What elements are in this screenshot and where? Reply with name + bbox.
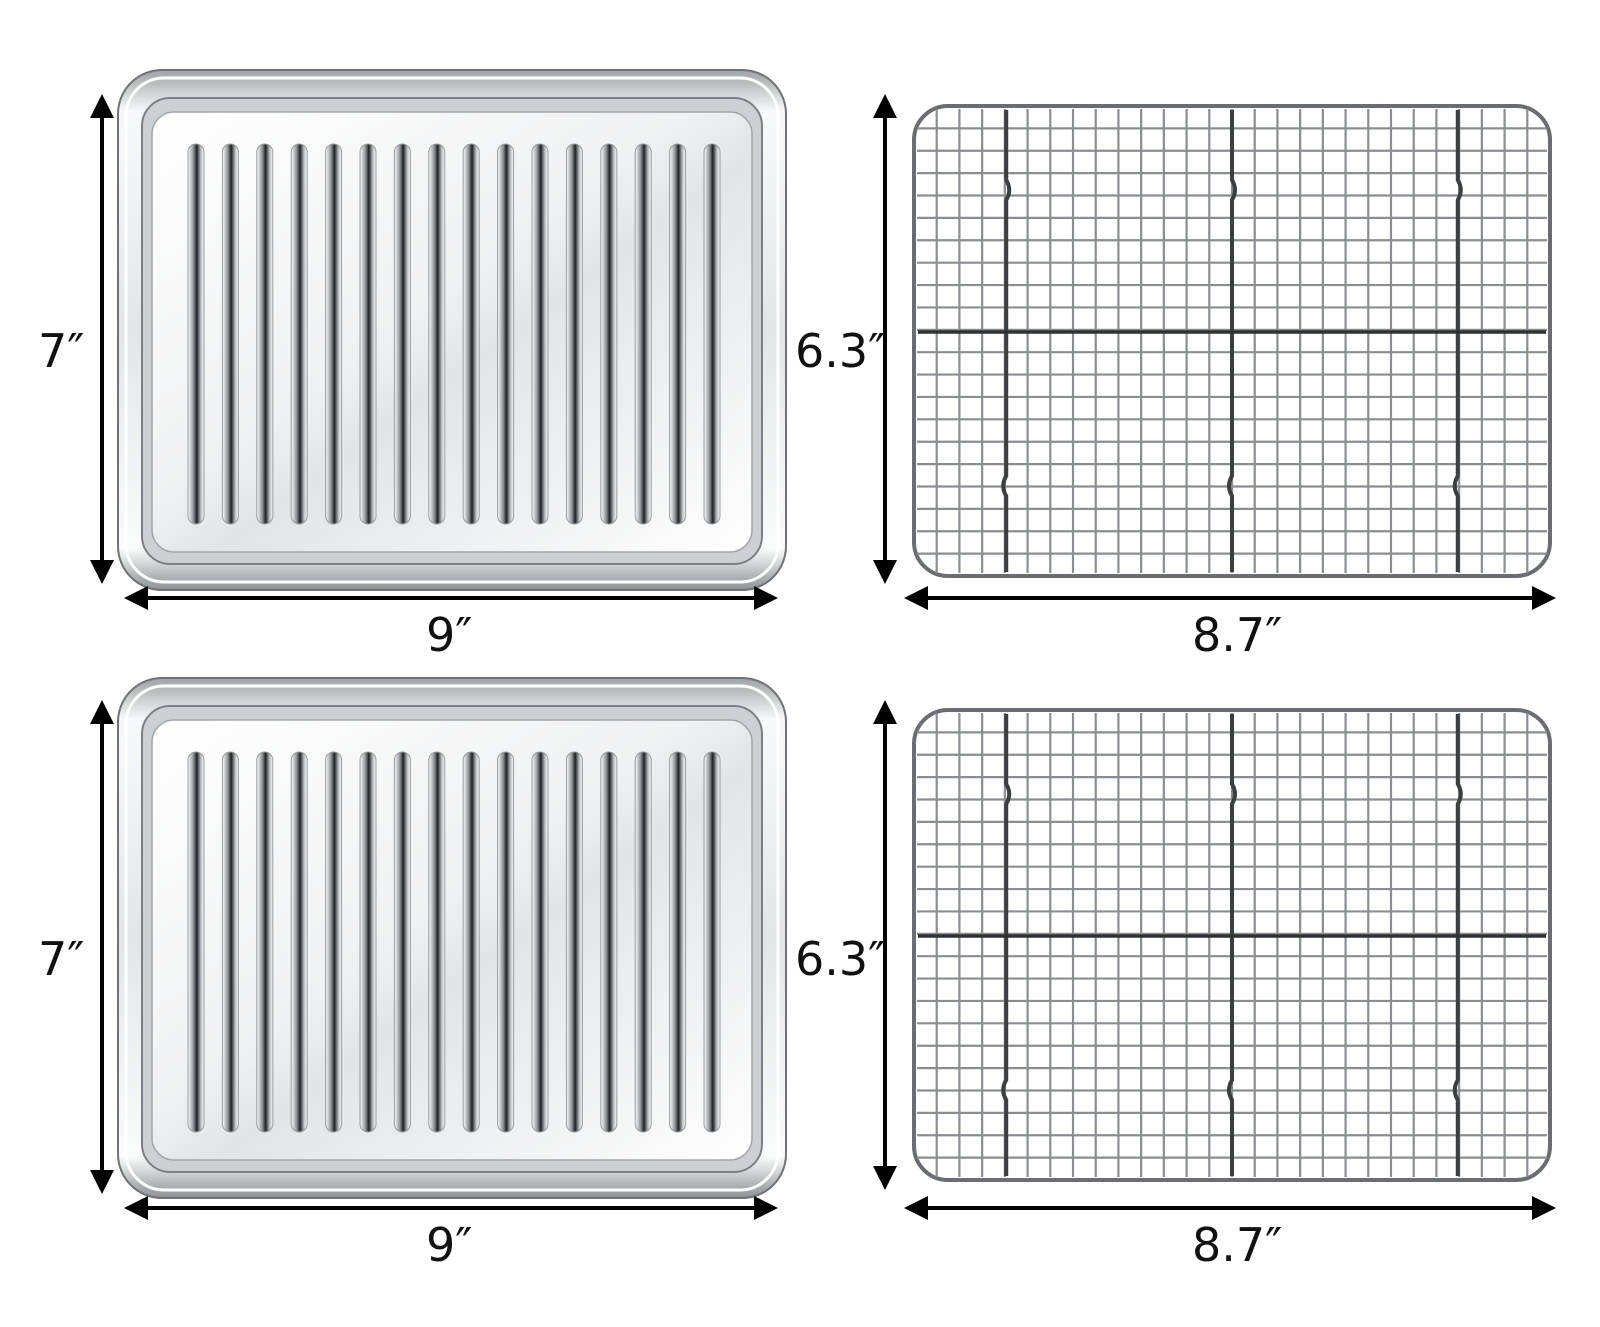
cooling-rack	[912, 708, 1552, 1182]
tray-groove	[462, 143, 480, 525]
tray-groove	[669, 143, 687, 525]
tray-groove	[428, 751, 446, 1133]
width-dimension-arrow	[904, 1196, 1556, 1220]
rack-width-label: 8.7″	[1192, 608, 1283, 662]
tray-height-label: 7″	[38, 324, 85, 378]
arrow-head-left	[904, 1196, 928, 1220]
tray-groove	[290, 751, 308, 1133]
arrow-head-left	[124, 586, 148, 610]
tray-groove	[290, 143, 308, 525]
arrow-head-up	[90, 700, 114, 724]
tray-groove	[428, 143, 446, 525]
rack-support-bar	[1227, 714, 1237, 1176]
arrow-head-right	[1532, 1196, 1556, 1220]
rack-height-label: 6.3″	[795, 932, 886, 986]
rack-support-bar	[1001, 110, 1012, 572]
arrow-head-right	[754, 586, 778, 610]
tray-groove	[325, 143, 343, 525]
tray-groove	[497, 143, 515, 525]
width-dimension-arrow	[124, 586, 778, 610]
tray-groove	[634, 143, 652, 525]
tray-groove	[359, 751, 377, 1133]
arrow-head-right	[1532, 586, 1556, 610]
tray-floor	[151, 111, 753, 553]
tray-groove	[187, 143, 205, 525]
height-dimension-arrow	[90, 700, 114, 1194]
arrow-head-down	[873, 1166, 897, 1190]
arrow-head-left	[124, 1196, 148, 1220]
arrow-head-down	[90, 560, 114, 584]
height-dimension-arrow	[90, 94, 114, 584]
cooling-rack	[912, 104, 1552, 578]
tray-groove	[393, 751, 411, 1133]
tray-rim-highlight	[124, 684, 780, 1192]
tray-groove	[256, 751, 274, 1133]
rack-support-bar	[1227, 110, 1237, 572]
arrow-head-up	[90, 94, 114, 118]
tray-groove	[703, 143, 721, 525]
tray-groove	[531, 143, 549, 525]
tray-groove	[221, 143, 239, 525]
tray-width-label: 9″	[426, 1218, 473, 1272]
rack-support-bar	[1452, 110, 1463, 572]
tray-rim-highlight	[124, 76, 780, 584]
tray-groove	[187, 751, 205, 1133]
tray-height-label: 7″	[38, 932, 85, 986]
tray-groove	[325, 751, 343, 1133]
tray-groove	[497, 751, 515, 1133]
arrow-head-up	[873, 94, 897, 118]
tray-groove	[565, 143, 583, 525]
tray-groove	[565, 751, 583, 1133]
rack-support-bar	[1452, 714, 1463, 1176]
baking-tray	[117, 677, 787, 1199]
tray-groove	[703, 751, 721, 1133]
rack-width-label: 8.7″	[1192, 1218, 1283, 1272]
tray-groove	[531, 751, 549, 1133]
tray-floor	[151, 719, 753, 1161]
tray-groove	[359, 143, 377, 525]
tray-groove	[669, 751, 687, 1133]
tray-groove	[600, 751, 618, 1133]
arrow-head-left	[904, 586, 928, 610]
arrow-head-up	[873, 700, 897, 724]
height-dimension-arrow	[873, 700, 897, 1190]
arrow-head-down	[873, 560, 897, 584]
tray-groove	[634, 751, 652, 1133]
tray-groove	[393, 143, 411, 525]
tray-groove	[256, 143, 274, 525]
width-dimension-arrow	[124, 1196, 778, 1220]
arrow-head-right	[754, 1196, 778, 1220]
arrow-head-down	[90, 1170, 114, 1194]
rack-support-bar	[1001, 714, 1012, 1176]
tray-width-label: 9″	[426, 608, 473, 662]
tray-groove	[221, 751, 239, 1133]
height-dimension-arrow	[873, 94, 897, 584]
tray-groove	[600, 143, 618, 525]
tray-groove	[462, 751, 480, 1133]
rack-height-label: 6.3″	[795, 324, 886, 378]
baking-tray	[117, 69, 787, 591]
width-dimension-arrow	[904, 586, 1556, 610]
